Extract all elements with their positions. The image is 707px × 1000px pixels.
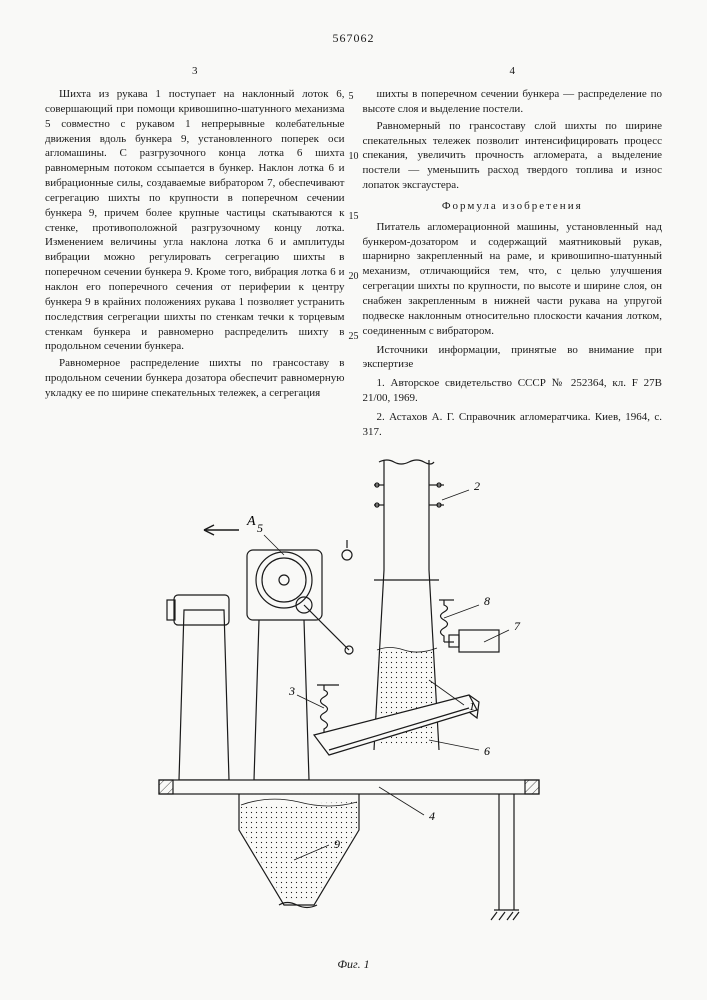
source-2: 2. Астахов А. Г. Справочник агломератчик… (363, 410, 663, 440)
right-para-2: Равномерный по грансоставу слой шихты по… (363, 119, 663, 193)
label-A: A (246, 514, 256, 529)
left-para-2: Равномерное распределение шихты по гранс… (45, 356, 345, 401)
right-para-1: шихты в поперечном сечении бункера — рас… (363, 87, 663, 117)
line-num-15: 15 (349, 210, 359, 224)
formula-title: Формула изобретения (363, 199, 663, 214)
label-7: 7 (514, 619, 521, 633)
label-5: 5 (257, 521, 263, 535)
right-column-number: 4 (363, 64, 663, 79)
label-8: 8 (484, 594, 490, 608)
diagram-container: A 2 1 8 7 3 6 4 5 9 (45, 450, 662, 950)
figure-label: Фиг. 1 (45, 956, 662, 972)
label-9: 9 (334, 837, 340, 851)
label-1: 1 (469, 699, 475, 713)
label-6: 6 (484, 744, 490, 758)
right-column: 4 5 10 15 20 25 шихты в поперечном сечен… (363, 64, 663, 439)
line-num-20: 20 (349, 270, 359, 284)
line-num-25: 25 (349, 330, 359, 344)
sources-title: Источники информации, принятые во вниман… (363, 343, 663, 373)
label-2: 2 (474, 479, 480, 493)
line-num-5: 5 (349, 90, 354, 104)
source-1: 1. Авторское свидетельство СССР № 252364… (363, 376, 663, 406)
document-number: 567062 (45, 30, 662, 46)
formula-text: Питатель агломерационной машины, установ… (363, 220, 663, 339)
technical-diagram: A 2 1 8 7 3 6 4 5 9 (129, 450, 579, 950)
text-columns: 3 Шихта из рукава 1 поступает на наклонн… (45, 64, 662, 439)
label-4: 4 (429, 809, 435, 823)
left-para-1: Шихта из рукава 1 поступает на наклонный… (45, 87, 345, 354)
line-num-10: 10 (349, 150, 359, 164)
left-column: 3 Шихта из рукава 1 поступает на наклонн… (45, 64, 345, 439)
left-column-number: 3 (45, 64, 345, 79)
label-3: 3 (288, 684, 295, 698)
